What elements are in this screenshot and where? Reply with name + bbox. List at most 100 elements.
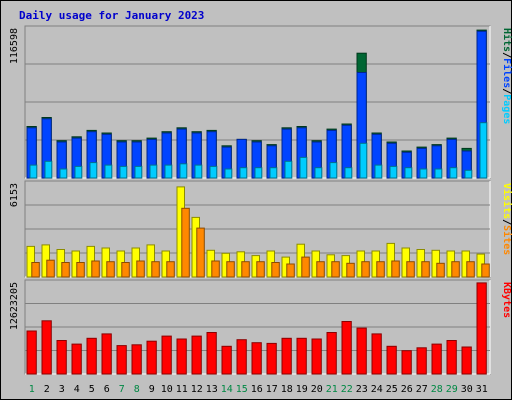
bar-sites-day-20 [316, 261, 325, 278]
bar-pages-day-8 [134, 165, 143, 179]
bar-sites-day-15 [241, 261, 250, 278]
bar-kbytes-day-10 [161, 335, 172, 375]
bar-kbytes-day-18 [281, 337, 292, 375]
bar-kbytes-day-24 [371, 333, 382, 375]
bar-pages-day-6 [104, 164, 113, 179]
bar-pages-day-22 [344, 167, 353, 179]
x-tick-label: 20 [311, 384, 323, 395]
legend-entry: Visits [501, 183, 512, 219]
x-tick-label: 28 [431, 384, 443, 395]
bar-pages-day-20 [314, 167, 323, 179]
bar-sites-day-25 [391, 260, 400, 278]
bar-sites-day-10 [166, 261, 175, 278]
bar-sites-day-12 [196, 227, 205, 278]
bar-kbytes-day-20 [311, 338, 322, 375]
bar-kbytes-day-17 [266, 342, 277, 375]
bar-sites-day-8 [136, 260, 145, 278]
bar-kbytes-day-12 [191, 335, 202, 375]
bar-kbytes-day-7 [116, 345, 127, 375]
bar-kbytes-day-13 [206, 332, 217, 375]
bar-sites-day-18 [286, 263, 295, 278]
chart-title: Daily usage for January 2023 [19, 9, 204, 22]
bar-pages-day-21 [329, 162, 338, 179]
x-tick-label: 6 [104, 384, 110, 395]
bar-sites-day-9 [151, 261, 160, 278]
x-tick-label: 25 [386, 384, 398, 395]
x-tick-label: 1 [29, 384, 35, 395]
bar-pages-day-4 [74, 165, 83, 179]
x-tick-label: 13 [206, 384, 218, 395]
x-tick-label: 18 [281, 384, 293, 395]
bar-kbytes-day-29 [446, 340, 457, 375]
bar-sites-day-11 [181, 207, 190, 278]
bar-pages-day-15 [239, 167, 248, 179]
bar-kbytes-day-6 [101, 333, 112, 375]
x-tick-label: 12 [191, 384, 203, 395]
y-max-label: 12623205 [9, 282, 20, 330]
legend-entry: Sites [501, 225, 512, 255]
x-tick-label: 5 [89, 384, 95, 395]
bar-pages-day-31 [479, 122, 488, 179]
bar-kbytes-day-28 [431, 343, 442, 375]
bar-sites-day-31 [481, 263, 490, 278]
y-max-label: 116598 [9, 28, 20, 64]
bar-pages-day-2 [44, 160, 53, 179]
legend-entry: Pages [501, 94, 512, 124]
bar-pages-day-9 [149, 164, 158, 179]
x-tick-label: 8 [134, 384, 140, 395]
bar-sites-day-27 [421, 261, 430, 278]
bar-pages-day-28 [434, 168, 443, 179]
bar-kbytes-day-2 [41, 320, 52, 375]
bar-pages-day-30 [464, 169, 473, 179]
bar-pages-day-10 [164, 164, 173, 179]
bar-sites-day-2 [46, 259, 55, 278]
x-tick-label: 29 [446, 384, 458, 395]
bar-sites-day-5 [91, 260, 100, 278]
x-tick-label: 24 [371, 384, 383, 395]
legend-entry: Files [501, 58, 512, 88]
bar-sites-day-22 [346, 262, 355, 278]
bar-sites-day-28 [436, 262, 445, 278]
bar-kbytes-day-15 [236, 339, 247, 375]
x-tick-label: 11 [176, 384, 188, 395]
legend-entry: KBytes [501, 282, 512, 318]
x-tick-label: 16 [251, 384, 263, 395]
panel-kbytes: 12623205 KBytes [9, 279, 512, 375]
x-tick-label: 7 [119, 384, 125, 395]
x-tick-label: 27 [416, 384, 428, 395]
x-tick-label: 15 [236, 384, 248, 395]
bar-pages-day-26 [404, 167, 413, 179]
x-tick-label: 19 [296, 384, 308, 395]
bar-sites-day-14 [226, 261, 235, 278]
legend-visits-sites: Visits/Sites [501, 183, 512, 255]
bar-kbytes-day-25 [386, 345, 397, 375]
bar-pages-day-13 [209, 165, 218, 179]
bar-kbytes-day-3 [56, 340, 67, 375]
bar-pages-day-23 [359, 142, 368, 179]
bar-kbytes-day-9 [146, 340, 157, 375]
bar-sites-day-16 [256, 261, 265, 278]
bar-kbytes-day-14 [221, 345, 232, 375]
bar-pages-day-14 [224, 168, 233, 179]
bar-pages-day-16 [254, 167, 263, 179]
x-tick-label: 31 [476, 384, 488, 395]
bar-pages-day-24 [374, 164, 383, 179]
legend-hits-files-pages: Hits/Files/Pages [501, 28, 512, 124]
x-tick-label: 4 [74, 384, 80, 395]
bar-visits-day-25 [386, 242, 395, 278]
bar-sites-day-6 [106, 261, 115, 278]
legend-separator: / [501, 52, 512, 58]
bar-pages-day-7 [119, 165, 128, 179]
panel-hits-files-pages: 116598 Hits/Files/Pages [9, 25, 512, 179]
bar-sites-day-21 [331, 261, 340, 278]
bar-sites-day-23 [361, 261, 370, 278]
x-tick-label: 26 [401, 384, 413, 395]
bar-kbytes-day-22 [341, 321, 352, 375]
bar-pages-day-12 [194, 164, 203, 179]
panel-visits-sites: 6153 Visits/Sites [9, 180, 512, 278]
bar-kbytes-day-26 [401, 350, 412, 375]
x-tick-label: 22 [341, 384, 353, 395]
legend-separator: / [501, 88, 512, 94]
bar-sites-day-30 [466, 261, 475, 278]
